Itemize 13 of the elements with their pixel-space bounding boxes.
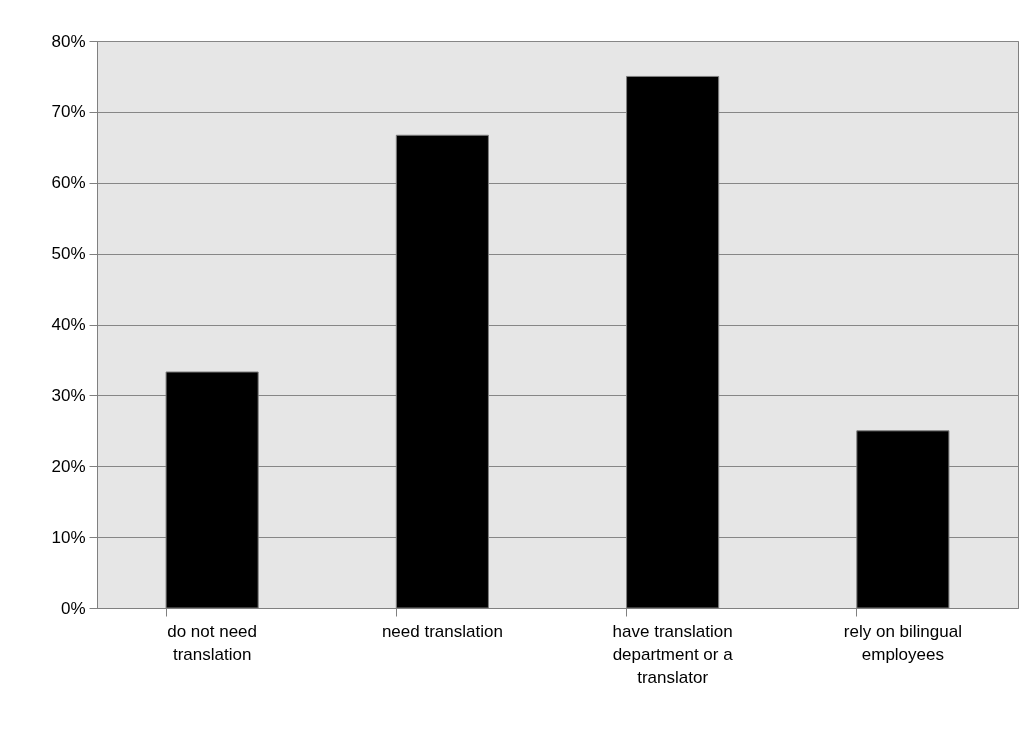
y-tick-label: 60% (51, 173, 86, 193)
x-tick-label: have translation department or a translator (612, 622, 734, 687)
x-tick-label: do not need translation (167, 622, 258, 664)
y-tick-label: 20% (51, 456, 86, 476)
y-tick-label: 40% (51, 315, 86, 334)
y-tick-label: 0% (60, 598, 86, 618)
x-tick-label: rely on bilingual employees (843, 622, 962, 664)
y-tick-label: 70% (51, 102, 86, 122)
y-tick-label: 30% (51, 385, 86, 405)
y-tick-label: 50% (51, 244, 86, 264)
y-tick-label: 80% (51, 31, 86, 51)
y-tick-label: 10% (51, 527, 86, 547)
x-tick-label: need translation (381, 622, 503, 641)
